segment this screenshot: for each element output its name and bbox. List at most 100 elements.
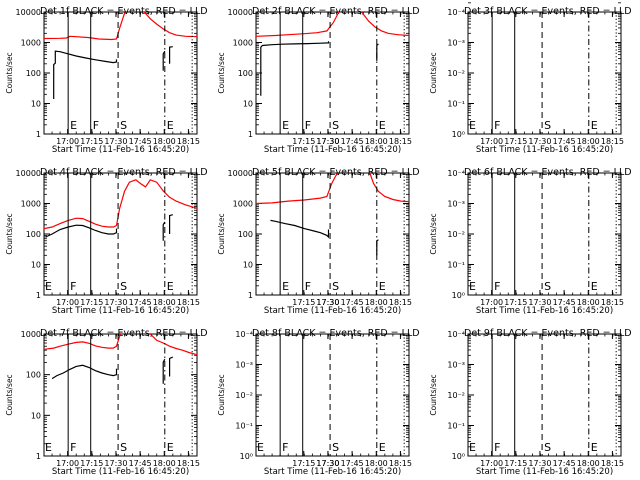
y-tick-label: 100 [26, 69, 41, 78]
marker-label: S [332, 441, 339, 454]
marker-label: S [332, 280, 339, 293]
marker-label: E [379, 280, 386, 293]
events-series-line [169, 356, 174, 377]
corner-marker-label: E [257, 441, 264, 454]
y-tick-label: 10 [243, 261, 253, 270]
x-tick-label: 17:30 [316, 137, 339, 146]
marker-label: F [494, 441, 500, 454]
series-layer [256, 173, 409, 256]
marker-label: E [282, 119, 289, 132]
x-tick-label: 17:45 [129, 459, 152, 468]
y-tick-label: 100 [26, 371, 41, 380]
y-tick-label: 10⁻⁴ [235, 330, 253, 339]
x-tick-label: 17:30 [528, 137, 551, 146]
marker-label: S [544, 119, 551, 132]
x-tick-label: 17:15 [504, 298, 527, 307]
y-axis-label: Counts/sec [5, 52, 14, 93]
events-series-line [260, 41, 330, 96]
plot-frame [255, 333, 410, 457]
plot-frame [255, 172, 410, 296]
x-tick-label: 18:15 [389, 298, 412, 307]
y-tick-label: 1 [36, 291, 41, 300]
detector-panel-8: Det 8f BLACK = Events, RED = LLD Counts/s… [217, 328, 420, 477]
x-axis-label: Start Time (11-Feb-16 16:45:20) [264, 467, 401, 477]
series-layer [44, 334, 197, 384]
corner-marker-label: E [469, 441, 476, 454]
x-tick-label: 17:00 [480, 137, 503, 146]
lld-series-line [44, 179, 197, 230]
x-tick-label: 18:00 [577, 459, 600, 468]
y-tick-label: 10⁻¹ [447, 422, 465, 431]
y-axis-label: Counts/sec [429, 213, 438, 254]
plot-frame [43, 11, 198, 135]
y-tick-label: 1000 [21, 200, 41, 209]
marker-label: F [305, 119, 311, 132]
x-axis-label: Start Time (11-Feb-16 16:45:20) [52, 145, 189, 155]
panel-title: Det 8f BLACK = Events, RED = LLD [252, 328, 420, 339]
plot-frame [467, 333, 622, 457]
marker-label: F [494, 119, 500, 132]
x-tick-label: 18:00 [365, 137, 388, 146]
marker-label: E [167, 441, 174, 454]
y-tick-label: 10⁻⁴ [447, 330, 465, 339]
marker-label: F [305, 280, 311, 293]
x-axis-label: Start Time (11-Feb-16 16:45:20) [52, 306, 189, 316]
x-tick-label: 17:30 [316, 137, 339, 146]
x-tick-label: 17:30 [528, 298, 551, 307]
series-layer [44, 179, 197, 241]
marker-label: S [120, 119, 127, 132]
x-tick-label: 17:15 [504, 459, 527, 468]
x-tick-label: 17:30 [316, 459, 339, 468]
corner-marker-label: E [469, 280, 476, 293]
detector-panel-3: Det 3f BLACK = Events, RED = LLD Counts/s… [429, 2, 632, 155]
y-tick-label: 10000 [16, 169, 41, 178]
x-tick-label: 18:15 [177, 137, 200, 146]
y-axis-label: Counts/sec [429, 374, 438, 415]
detector-panel-2: Det 2f BLACK = Events, RED = LLD Counts/s… [217, 6, 420, 155]
x-tick-label: 17:15 [292, 459, 315, 468]
detector-panel-6: Det 6f BLACK = Events, RED = LLD Counts/s… [429, 167, 632, 316]
y-tick-label: 10⁻¹ [447, 100, 465, 109]
x-tick-label: 17:45 [341, 459, 364, 468]
panel-title: Det 4f BLACK = Events, RED = LLD [40, 167, 208, 178]
marker-label: F [93, 119, 99, 132]
events-series-line [45, 224, 118, 238]
x-axis-label: Start Time (11-Feb-16 16:45:20) [264, 306, 401, 316]
detector-panel-5: Det 5f BLACK = Events, RED = LLD Counts/s… [217, 167, 420, 316]
x-tick-label: 17:00 [480, 459, 503, 468]
marker-label: S [332, 119, 339, 132]
y-tick-label: 1 [248, 130, 253, 139]
panel-title: Det 9f BLACK = Events, RED = LLD [464, 328, 632, 339]
x-tick-label: 17:15 [504, 137, 527, 146]
y-tick-label: 10 [31, 261, 41, 270]
y-tick-label: 10000 [228, 169, 253, 178]
marker-label: F [70, 441, 76, 454]
y-tick-label: 10⁻² [447, 230, 465, 239]
x-tick-label: 17:00 [56, 459, 79, 468]
series-layer [44, 12, 197, 99]
y-tick-label: 10 [31, 100, 41, 109]
x-axis-label: Start Time (11-Feb-16 16:45:20) [476, 467, 613, 477]
x-tick-label: 17:45 [129, 137, 152, 146]
events-series-line [53, 50, 118, 99]
y-tick-label: 10000 [228, 8, 253, 17]
x-tick-label: 18:00 [577, 298, 600, 307]
lld-series-line [44, 334, 123, 350]
marker-label: F [70, 280, 76, 293]
marker-label: S [120, 441, 127, 454]
x-tick-label: 17:15 [80, 137, 103, 146]
corner-marker-label: E [469, 119, 476, 132]
x-tick-label: 17:30 [104, 298, 127, 307]
x-axis-label: Start Time (11-Feb-16 16:45:20) [52, 467, 189, 477]
x-tick-label: 17:45 [129, 298, 152, 307]
x-tick-label: 17:00 [56, 298, 79, 307]
marker-label: F [494, 280, 500, 293]
y-tick-label: 1000 [21, 39, 41, 48]
events-series-line [169, 214, 173, 234]
y-tick-label: 100 [26, 230, 41, 239]
x-tick-label: 17:15 [80, 298, 103, 307]
x-axis-label: Start Time (11-Feb-16 16:45:20) [264, 145, 401, 155]
x-axis-label: Start Time (11-Feb-16 16:45:20) [476, 306, 613, 316]
x-tick-label: 17:15 [80, 459, 103, 468]
